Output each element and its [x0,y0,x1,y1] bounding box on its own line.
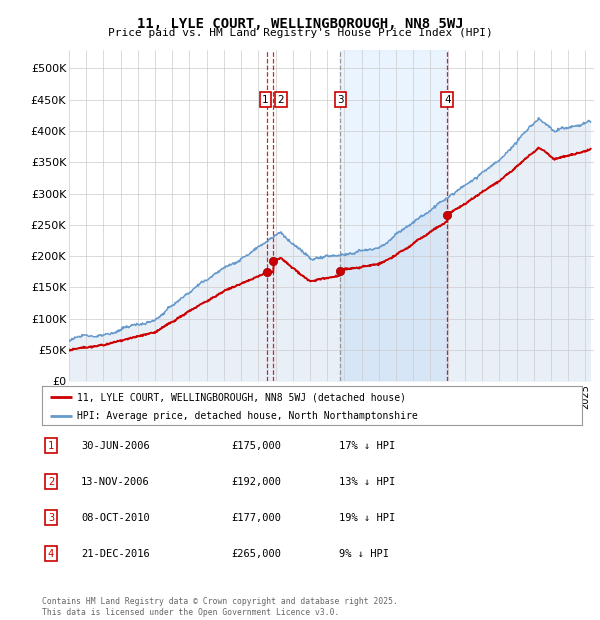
Text: 19% ↓ HPI: 19% ↓ HPI [339,513,395,523]
Text: Contains HM Land Registry data © Crown copyright and database right 2025.
This d: Contains HM Land Registry data © Crown c… [42,598,398,617]
Text: 11, LYLE COURT, WELLINGBOROUGH, NN8 5WJ (detached house): 11, LYLE COURT, WELLINGBOROUGH, NN8 5WJ … [77,392,406,402]
Text: 2: 2 [278,95,284,105]
Text: £177,000: £177,000 [231,513,281,523]
Text: 1: 1 [262,95,269,105]
Text: 21-DEC-2016: 21-DEC-2016 [81,549,150,559]
Text: £265,000: £265,000 [231,549,281,559]
Text: 13% ↓ HPI: 13% ↓ HPI [339,477,395,487]
Bar [340,50,448,381]
Text: 30-JUN-2006: 30-JUN-2006 [81,441,150,451]
Text: 4: 4 [444,95,451,105]
Text: 9% ↓ HPI: 9% ↓ HPI [339,549,389,559]
Text: 3: 3 [48,513,54,523]
Text: £175,000: £175,000 [231,441,281,451]
Text: 17% ↓ HPI: 17% ↓ HPI [339,441,395,451]
Text: £192,000: £192,000 [231,477,281,487]
Text: Price paid vs. HM Land Registry's House Price Index (HPI): Price paid vs. HM Land Registry's House … [107,28,493,38]
Text: 3: 3 [337,95,344,105]
Text: 13-NOV-2006: 13-NOV-2006 [81,477,150,487]
Text: 2: 2 [48,477,54,487]
Text: HPI: Average price, detached house, North Northamptonshire: HPI: Average price, detached house, Nort… [77,411,418,421]
Text: 11, LYLE COURT, WELLINGBOROUGH, NN8 5WJ: 11, LYLE COURT, WELLINGBOROUGH, NN8 5WJ [137,17,463,32]
Text: 1: 1 [48,441,54,451]
Text: 08-OCT-2010: 08-OCT-2010 [81,513,150,523]
Text: 4: 4 [48,549,54,559]
